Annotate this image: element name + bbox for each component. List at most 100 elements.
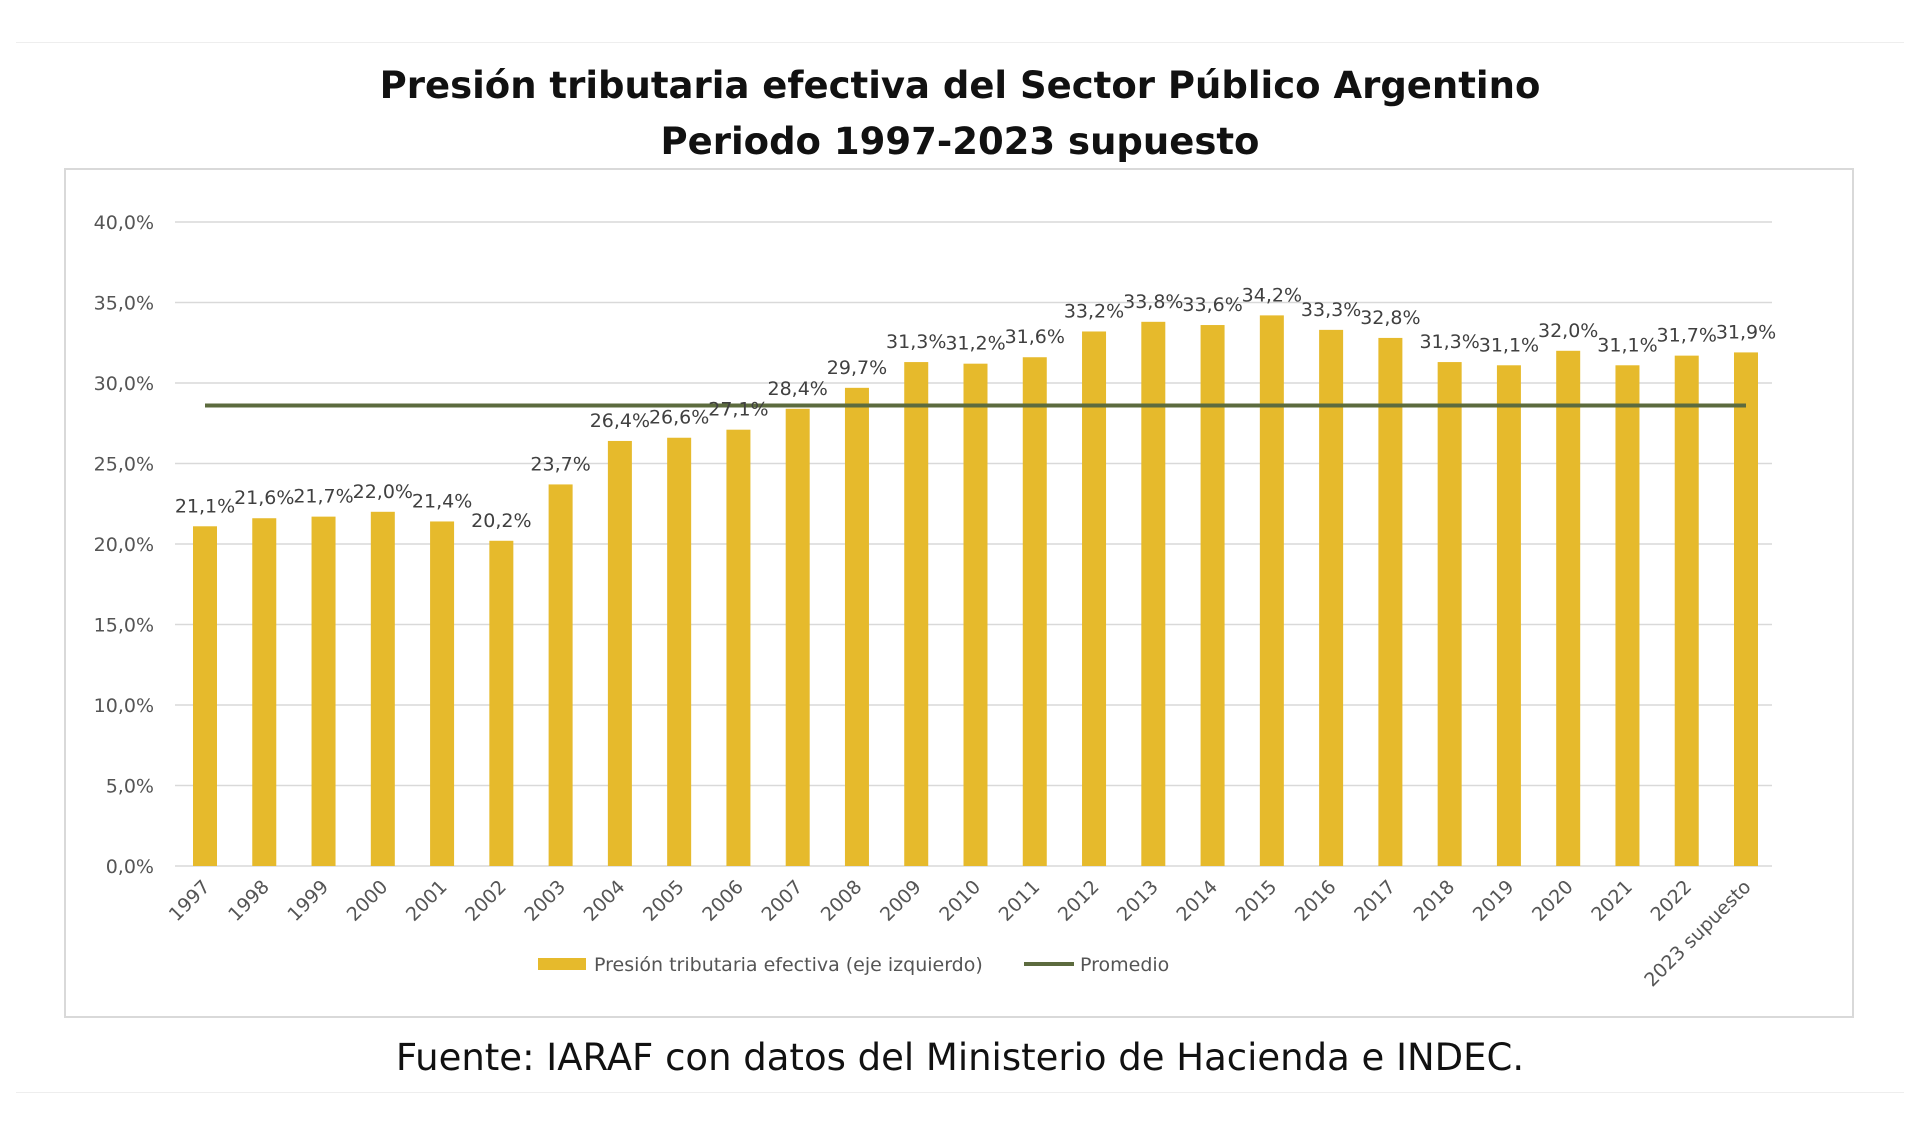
bar — [963, 363, 988, 866]
data-label: 31,2% — [945, 333, 1005, 355]
bar — [311, 516, 336, 866]
legend-label-bar: Presión tributaria efectiva (eje izquier… — [594, 954, 983, 976]
x-tick-label: 2011 — [995, 876, 1045, 926]
bottom-divider — [16, 1092, 1904, 1093]
data-label: 33,6% — [1182, 294, 1242, 316]
x-tick-label: 1997 — [165, 876, 215, 926]
bar — [193, 526, 217, 866]
data-label: 33,3% — [1301, 299, 1361, 321]
y-tick-label: 40,0% — [94, 212, 154, 234]
bar — [667, 437, 692, 866]
x-tick-label: 2016 — [1291, 876, 1341, 926]
data-label: 32,0% — [1538, 320, 1598, 342]
data-label: 21,7% — [293, 486, 353, 508]
legend-label-line: Promedio — [1080, 954, 1169, 976]
y-tick-label: 35,0% — [94, 293, 154, 315]
x-tick-label: 2001 — [402, 876, 452, 926]
bar — [1674, 355, 1699, 866]
bar — [844, 387, 869, 866]
chart-area — [64, 168, 1854, 1018]
data-label: 32,8% — [1360, 307, 1420, 329]
y-tick-label: 20,0% — [94, 534, 154, 556]
x-tick-label: 2019 — [1469, 876, 1519, 926]
bar — [252, 518, 277, 866]
bar — [904, 362, 929, 866]
data-label: 26,6% — [649, 407, 709, 429]
data-label: 22,0% — [353, 481, 413, 503]
x-tick-label: 2013 — [1113, 876, 1163, 926]
bar — [489, 540, 514, 866]
x-tick-label: 2021 — [1587, 876, 1637, 926]
data-label: 31,1% — [1597, 334, 1657, 356]
x-tick-label: 2004 — [580, 876, 630, 926]
bar — [1496, 365, 1521, 866]
x-tick-label: 2012 — [1054, 876, 1104, 926]
data-label: 31,6% — [1005, 326, 1065, 348]
y-tick-label: 25,0% — [94, 454, 154, 476]
x-tick-label: 2006 — [698, 876, 748, 926]
top-divider — [16, 42, 1904, 43]
data-label: 29,7% — [827, 357, 887, 379]
y-tick-label: 0,0% — [106, 856, 154, 878]
y-tick-label: 5,0% — [106, 776, 154, 798]
x-tick-label: 2023 supuesto — [1640, 876, 1755, 991]
data-label: 33,2% — [1064, 300, 1124, 322]
chart-title-line-2: Periodo 1997-2023 supuesto — [660, 120, 1260, 163]
bar — [1437, 362, 1462, 866]
x-tick-label: 2017 — [1350, 876, 1400, 926]
x-tick-label: 2010 — [935, 876, 985, 926]
data-label: 21,6% — [234, 487, 294, 509]
bar — [430, 521, 455, 866]
x-tick-label: 2002 — [461, 876, 511, 926]
bar — [1141, 321, 1166, 866]
data-label: 21,1% — [175, 495, 235, 517]
y-tick-label: 10,0% — [94, 695, 154, 717]
data-label: 26,4% — [590, 410, 650, 432]
legend: Presión tributaria efectiva (eje izquier… — [538, 954, 1169, 976]
bar — [548, 484, 573, 866]
data-label: 33,8% — [1123, 291, 1183, 313]
data-label: 34,2% — [1242, 284, 1302, 306]
bar — [726, 429, 751, 866]
data-label: 31,7% — [1657, 325, 1717, 347]
x-tick-label: 2007 — [757, 876, 807, 926]
x-tick-label: 2015 — [1232, 876, 1282, 926]
x-tick-label: 2020 — [1528, 876, 1578, 926]
y-axis-ticks: 0,0% 5,0% 10,0% 15,0% 20,0% 25,0% 30,0% 35,0% 40… — [94, 212, 154, 878]
x-tick-label: 2009 — [876, 876, 926, 926]
bar — [1022, 357, 1047, 866]
bar — [1082, 331, 1107, 867]
data-labels: 21,1%21,6%21,7%22,0%21,4%20,2% 23,7%26,4%… — [175, 284, 1776, 531]
x-tick-label: 2014 — [1172, 876, 1222, 926]
data-label: 23,7% — [530, 453, 590, 475]
bar — [1734, 352, 1758, 866]
bars — [193, 315, 1758, 867]
x-tick-label: 1999 — [283, 876, 333, 926]
y-tick-label: 30,0% — [94, 373, 154, 395]
x-tick-label: 2018 — [1409, 876, 1459, 926]
data-label: 31,1% — [1479, 334, 1539, 356]
bar — [1259, 315, 1284, 866]
legend-swatch-bar — [538, 958, 586, 970]
bar — [1319, 329, 1344, 866]
data-label: 31,3% — [1419, 331, 1479, 353]
bar — [1200, 325, 1225, 866]
bar — [607, 440, 632, 866]
data-label: 20,2% — [471, 510, 531, 532]
bar — [1615, 365, 1640, 866]
data-label: 31,9% — [1716, 321, 1776, 343]
x-tick-label: 1998 — [224, 876, 274, 926]
bar — [785, 408, 810, 866]
data-label: 28,4% — [768, 378, 828, 400]
data-label: 27,1% — [708, 399, 768, 421]
bar — [1556, 350, 1581, 866]
x-tick-label: 2008 — [817, 876, 867, 926]
y-tick-label: 15,0% — [94, 615, 154, 637]
x-tick-label: 2022 — [1647, 876, 1697, 926]
x-tick-label: 2005 — [639, 876, 689, 926]
data-label: 31,3% — [886, 331, 946, 353]
x-tick-label: 2000 — [343, 876, 393, 926]
bar — [370, 511, 395, 866]
x-tick-label: 2003 — [520, 876, 570, 926]
